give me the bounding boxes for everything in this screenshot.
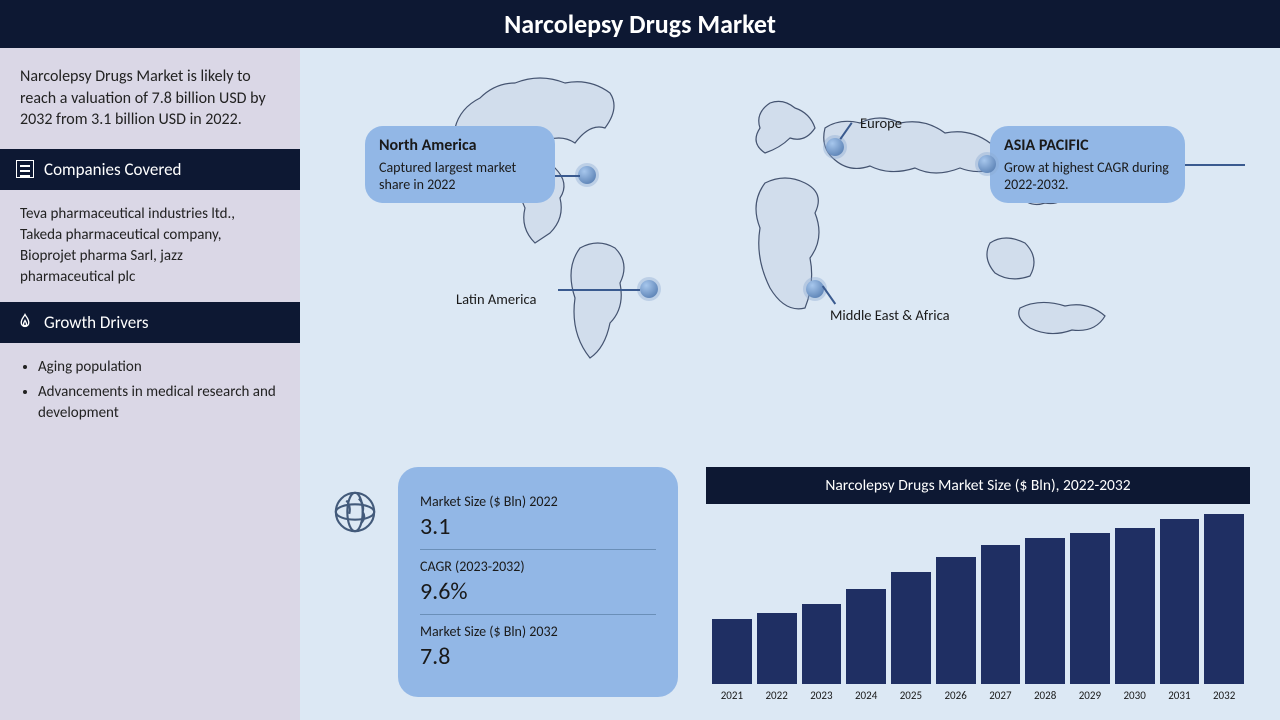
bar-label: 2024 <box>855 689 877 702</box>
bar-label: 2027 <box>989 689 1011 702</box>
connector-na <box>555 175 580 177</box>
stats-card: Market Size ($ Bln) 2022 3.1 CAGR (2023-… <box>398 467 678 697</box>
main-container: Narcolepsy Drugs Market is likely to rea… <box>0 48 1280 720</box>
bar-label: 2029 <box>1079 689 1101 702</box>
stat-value: 7.8 <box>420 642 656 671</box>
stat-label: Market Size ($ Bln) 2022 <box>420 493 656 510</box>
stat-value: 3.1 <box>420 512 656 541</box>
marker-la <box>640 280 658 298</box>
bar <box>802 604 842 684</box>
bar <box>1160 519 1200 684</box>
bar-label: 2021 <box>721 689 743 702</box>
connector-la <box>558 289 640 291</box>
page-title: Narcolepsy Drugs Market <box>0 0 1280 48</box>
callout-asia-pacific: ASIA PACIFIC Grow at highest CAGR during… <box>990 126 1185 203</box>
drivers-list: Aging population Advancements in medical… <box>20 357 280 424</box>
companies-header-text: Companies Covered <box>44 159 182 180</box>
bar-label: 2031 <box>1168 689 1190 702</box>
flame-icon <box>16 313 34 331</box>
building-icon <box>16 160 34 178</box>
bar <box>1070 533 1110 684</box>
bar-label: 2030 <box>1123 689 1145 702</box>
drivers-body: Aging population Advancements in medical… <box>0 343 300 442</box>
companies-body: Teva pharmaceutical industries ltd., Tak… <box>0 190 300 302</box>
stat-row: Market Size ($ Bln) 2032 7.8 <box>420 615 656 679</box>
bar-label: 2032 <box>1213 689 1235 702</box>
bar <box>891 572 931 684</box>
stat-row: Market Size ($ Bln) 2022 3.1 <box>420 485 656 550</box>
chart-title: Narcolepsy Drugs Market Size ($ Bln), 20… <box>706 467 1250 504</box>
bar-column: 2028 <box>1025 538 1065 702</box>
bar-column: 2032 <box>1204 514 1244 702</box>
ap-title: ASIA PACIFIC <box>1004 136 1171 155</box>
bar <box>936 557 976 685</box>
marker-ap <box>978 155 996 173</box>
stat-row: CAGR (2023-2032) 9.6% <box>420 550 656 615</box>
bar-label: 2022 <box>765 689 787 702</box>
bar-column: 2024 <box>846 589 886 702</box>
globe-icon <box>330 487 380 537</box>
bar <box>712 619 752 684</box>
chart-area: Narcolepsy Drugs Market Size ($ Bln), 20… <box>706 467 1250 702</box>
drivers-header-text: Growth Drivers <box>44 312 148 333</box>
stat-value: 9.6% <box>420 577 656 606</box>
drivers-header: Growth Drivers <box>0 302 300 343</box>
bar-label: 2025 <box>900 689 922 702</box>
label-europe: Europe <box>860 114 902 132</box>
callout-north-america: North America Captured largest market sh… <box>365 126 555 203</box>
stat-label: CAGR (2023-2032) <box>420 558 656 575</box>
bar-column: 2025 <box>891 572 931 702</box>
intro-text: Narcolepsy Drugs Market is likely to rea… <box>0 48 300 149</box>
bar-column: 2029 <box>1070 533 1110 702</box>
sidebar: Narcolepsy Drugs Market is likely to rea… <box>0 48 300 720</box>
marker-mea <box>806 280 824 298</box>
bar-label: 2028 <box>1034 689 1056 702</box>
label-latin-america: Latin America <box>456 290 536 308</box>
driver-item: Aging population <box>38 357 280 378</box>
bar-chart: 2021 2022 2023 2024 2025 2026 2027 2028 2029 2030… <box>706 512 1250 702</box>
bar <box>1025 538 1065 684</box>
stat-label: Market Size ($ Bln) 2032 <box>420 623 656 640</box>
bar-column: 2023 <box>802 604 842 702</box>
na-desc: Captured largest market share in 2022 <box>379 159 541 193</box>
bar-column: 2021 <box>712 619 752 702</box>
bar-column: 2026 <box>936 557 976 703</box>
bar <box>846 589 886 684</box>
driver-item: Advancements in medical research and dev… <box>38 382 280 424</box>
marker-eu <box>826 138 844 156</box>
marker-na <box>578 166 596 184</box>
label-mea: Middle East & Africa <box>830 306 950 324</box>
bar-column: 2027 <box>981 545 1021 702</box>
bar <box>757 613 797 684</box>
bar <box>1115 528 1155 684</box>
world-map <box>390 48 1190 408</box>
na-title: North America <box>379 136 541 155</box>
companies-header: Companies Covered <box>0 149 300 190</box>
bar-label: 2023 <box>810 689 832 702</box>
bar <box>981 545 1021 684</box>
ap-desc: Grow at highest CAGR during 2022-2032. <box>1004 159 1171 193</box>
bar-column: 2031 <box>1160 519 1200 702</box>
bar-column: 2030 <box>1115 528 1155 702</box>
bar-column: 2022 <box>757 613 797 702</box>
map-area: North America Captured largest market sh… <box>330 58 1250 378</box>
connector-ap <box>1185 164 1245 166</box>
bar <box>1204 514 1244 684</box>
bottom-section: Market Size ($ Bln) 2022 3.1 CAGR (2023-… <box>330 467 1250 702</box>
bar-label: 2026 <box>944 689 966 702</box>
main-area: North America Captured largest market sh… <box>300 48 1280 720</box>
